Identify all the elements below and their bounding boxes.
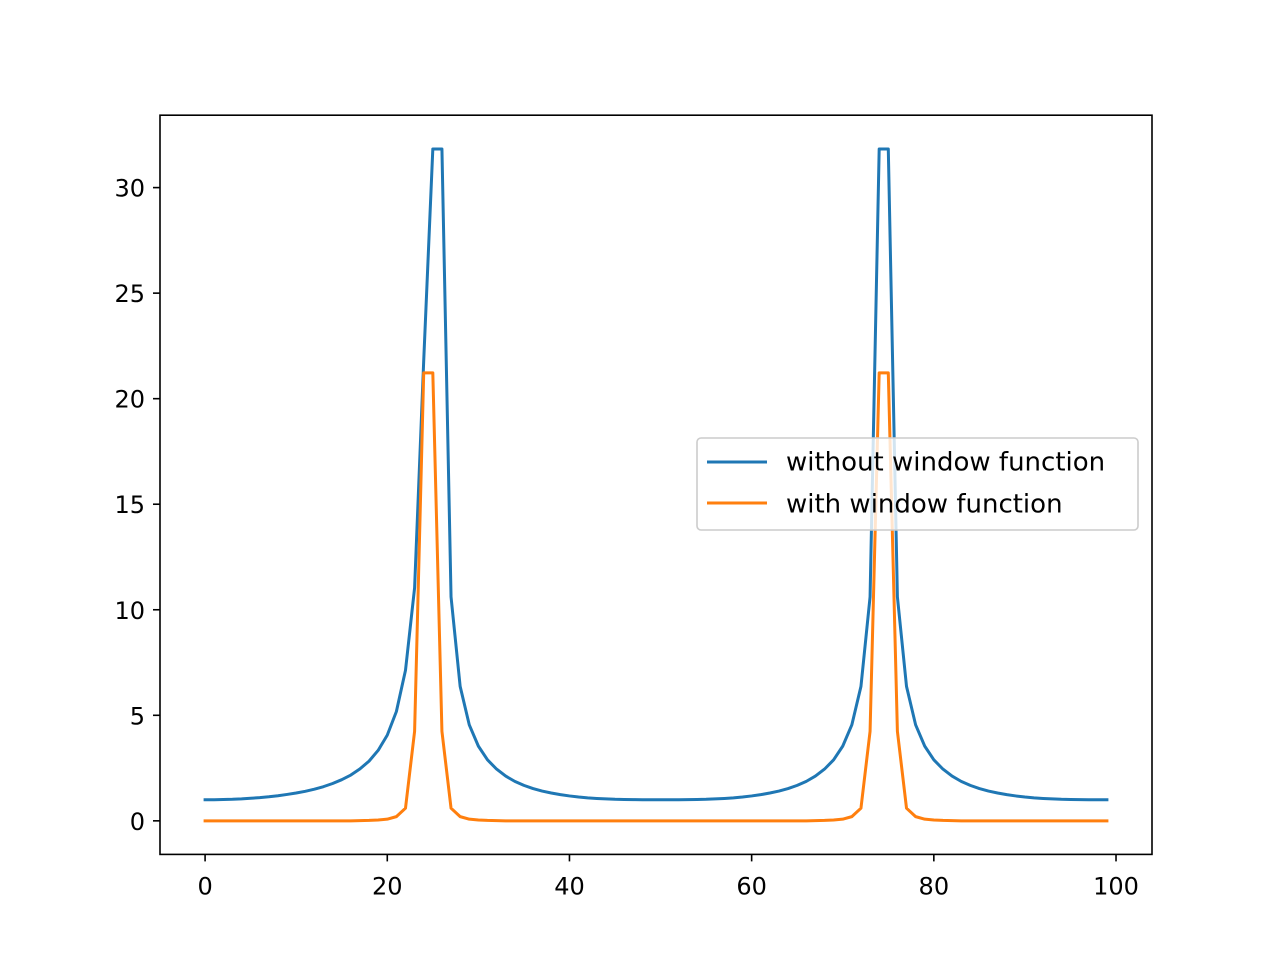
x-tick-label: 0	[197, 872, 212, 900]
series-line-0	[203, 147, 1109, 802]
x-tick-label: 40	[554, 872, 585, 900]
legend: without window function with window func…	[696, 437, 1139, 531]
x-tick-label: 100	[1093, 872, 1139, 900]
y-tick-label: 5	[130, 702, 145, 730]
legend-box	[696, 437, 1139, 531]
y-tick-label: 25	[114, 280, 145, 308]
x-tick-label: 80	[919, 872, 950, 900]
y-tick-label: 10	[114, 597, 145, 625]
y-tick-label: 20	[114, 386, 145, 414]
legend-label-without-window: without window function	[786, 448, 1105, 478]
legend-label-with-window: with window function	[786, 490, 1063, 520]
y-tick-label: 30	[114, 175, 145, 203]
x-tick-label: 20	[372, 872, 403, 900]
x-axis: 0 20 40 60 80 100	[197, 854, 1139, 900]
x-tick-label: 60	[736, 872, 767, 900]
y-axis: 0 5 10 15 20 25 30	[114, 175, 160, 836]
y-tick-label: 0	[130, 808, 145, 836]
series-line-1	[203, 371, 1109, 823]
axes-frame	[159, 114, 1153, 856]
y-tick-label: 15	[114, 491, 145, 519]
series-layer	[203, 147, 1109, 823]
